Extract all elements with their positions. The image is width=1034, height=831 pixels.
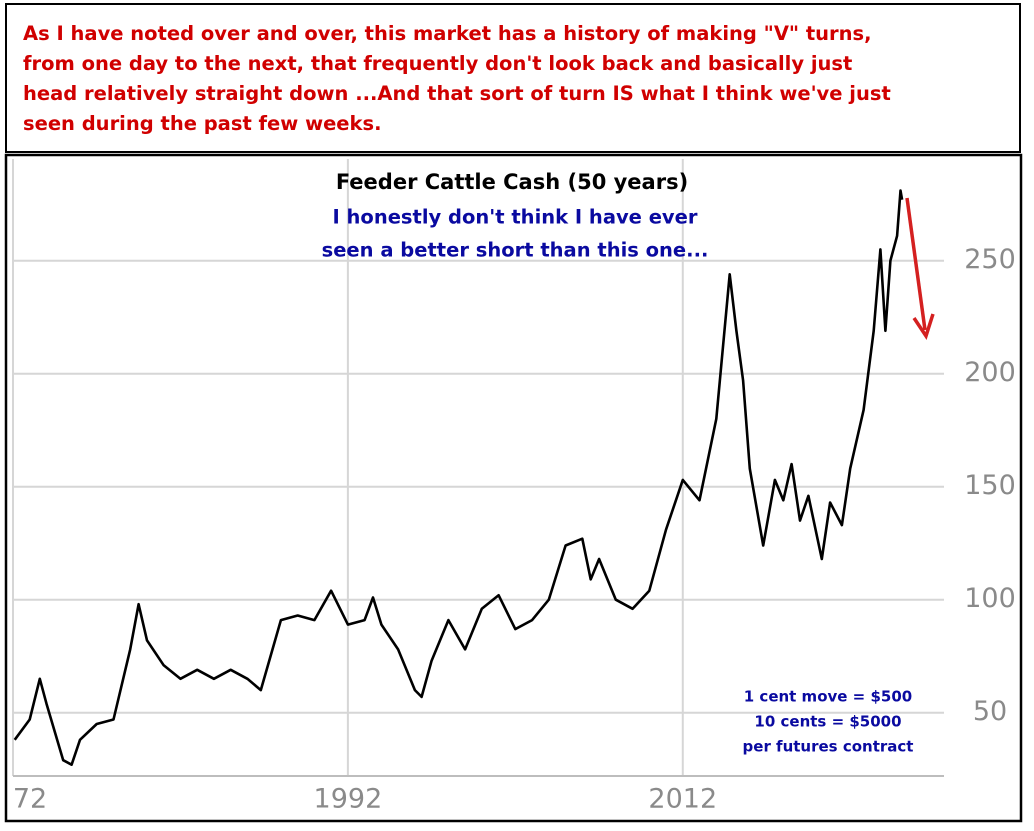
y-tick-label: 50 xyxy=(973,696,1007,727)
header-line: As I have noted over and over, this mark… xyxy=(23,22,872,45)
header-line: head relatively straight down ...And tha… xyxy=(23,82,891,105)
chart-title: Feeder Cattle Cash (50 years) xyxy=(336,170,688,194)
annotation: I honestly don't think I have ever xyxy=(333,206,698,229)
arrow-shaft xyxy=(905,197,927,331)
note: per futures contract xyxy=(743,738,914,756)
y-tick-label: 150 xyxy=(964,470,1016,501)
header-line: seen during the past few weeks. xyxy=(23,112,382,135)
price-line xyxy=(13,189,904,766)
y-tick-label: 200 xyxy=(964,357,1016,388)
annotation: seen a better short than this one... xyxy=(322,239,709,262)
note: 1 cent move = $500 xyxy=(744,688,912,706)
y-tick-label: 100 xyxy=(964,583,1016,614)
arrow-head xyxy=(912,313,935,341)
header-box: As I have noted over and over, this mark… xyxy=(5,3,1021,153)
y-tick-label: 250 xyxy=(964,244,1016,275)
x-tick-label: 72 xyxy=(13,784,47,815)
x-tick-label: 2012 xyxy=(648,784,717,815)
note: 10 cents = $5000 xyxy=(754,713,901,731)
x-tick-label: 1992 xyxy=(314,784,383,815)
red-arrow xyxy=(905,197,935,341)
chart-frame xyxy=(4,153,1023,823)
header-line: from one day to the next, that frequentl… xyxy=(23,52,853,75)
